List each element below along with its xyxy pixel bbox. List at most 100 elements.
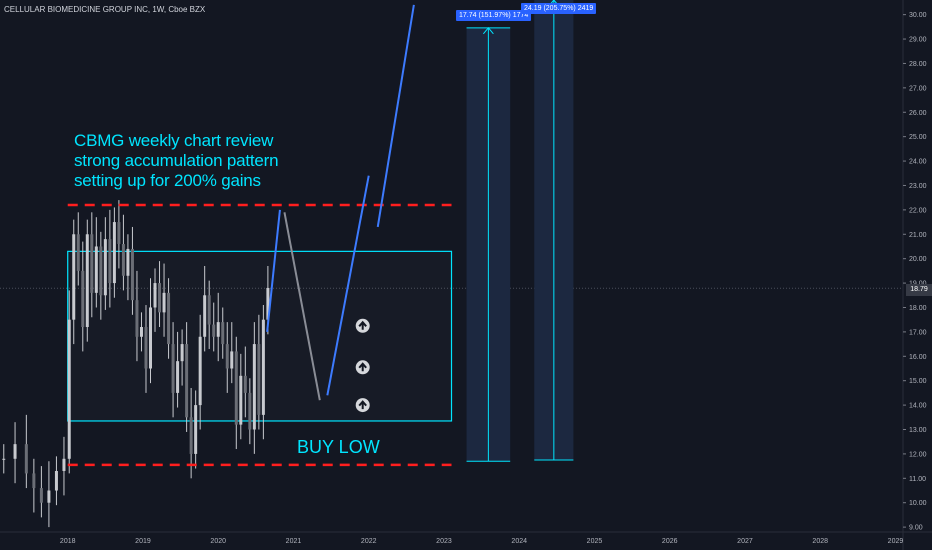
last-price-tag: 18.79 xyxy=(906,284,932,296)
x-tick-label: 2025 xyxy=(587,538,603,545)
candle-body xyxy=(266,287,270,320)
x-tick-label: 2020 xyxy=(210,538,226,545)
candle-body xyxy=(158,283,162,313)
y-tick-label: 20.00 xyxy=(909,256,927,263)
projection-line-up-1 xyxy=(266,209,281,332)
projection-line-up-3 xyxy=(376,4,415,228)
candle-body xyxy=(81,270,85,328)
measure-label-2: 24.19 (205.75%) 2419 xyxy=(521,3,597,14)
candle-body xyxy=(221,322,225,345)
candle-body xyxy=(32,473,36,489)
candle-body xyxy=(239,375,243,425)
y-tick-label: 29.00 xyxy=(909,37,927,44)
candle-body xyxy=(225,344,229,369)
y-tick-label: 9.00 xyxy=(909,525,923,532)
candle-body xyxy=(171,344,175,393)
candle-body xyxy=(47,490,51,503)
y-tick-label: 14.00 xyxy=(909,403,927,410)
candle-body xyxy=(54,470,58,491)
candle-body xyxy=(99,246,103,296)
y-tick-label: 16.00 xyxy=(909,354,927,361)
projection-line-up-2 xyxy=(326,175,370,396)
annotation-line-2: strong accumulation pattern xyxy=(74,151,279,170)
candle-body xyxy=(144,327,148,369)
candle-body xyxy=(257,344,261,415)
candle-body xyxy=(121,244,125,276)
candle-body xyxy=(72,234,76,320)
chart-annotation: CBMG weekly chart review strong accumula… xyxy=(74,131,279,191)
projection-line-down xyxy=(283,212,321,401)
candle-body xyxy=(207,295,211,325)
up-arrow-glyph xyxy=(358,400,367,410)
x-tick-label: 2024 xyxy=(511,538,527,545)
y-tick-label: 30.00 xyxy=(909,12,927,19)
candle-body xyxy=(261,319,265,415)
candle-body xyxy=(185,344,189,418)
x-tick-label: 2026 xyxy=(662,538,678,545)
annotation-line-1: CBMG weekly chart review xyxy=(74,131,274,150)
x-tick-label: 2021 xyxy=(286,538,302,545)
candle-body xyxy=(194,405,198,454)
y-tick-label: 24.00 xyxy=(909,159,927,166)
candle-body xyxy=(139,327,143,337)
candle-body xyxy=(13,444,17,459)
y-tick-label: 13.00 xyxy=(909,427,927,434)
y-tick-label: 22.00 xyxy=(909,207,927,214)
y-tick-label: 10.00 xyxy=(909,500,927,507)
candle-body xyxy=(153,283,157,308)
candle-body xyxy=(103,239,107,296)
candle-body xyxy=(126,248,130,276)
y-tick-label: 17.00 xyxy=(909,329,927,336)
y-tick-label: 12.00 xyxy=(909,451,927,458)
candle-body xyxy=(149,307,152,369)
candle-body xyxy=(94,246,98,293)
candle-body xyxy=(112,222,116,284)
x-tick-label: 2029 xyxy=(888,538,904,545)
buy-low-label: BUY LOW xyxy=(297,437,380,457)
x-tick-label: 2028 xyxy=(812,538,828,545)
candle-body xyxy=(108,239,112,284)
x-tick-label: 2023 xyxy=(436,538,452,545)
y-tick-label: 15.00 xyxy=(909,378,927,385)
candle-body xyxy=(2,458,6,460)
candle-body xyxy=(67,319,71,459)
candle-body xyxy=(130,248,134,301)
y-tick-label: 11.00 xyxy=(909,476,926,483)
measure-arrow-head xyxy=(482,27,494,35)
y-tick-label: 28.00 xyxy=(909,61,927,68)
measure-label-1: 17.74 (151.97%) 1774 xyxy=(456,10,532,21)
candle-body xyxy=(248,392,252,430)
candle-body xyxy=(203,295,207,337)
price-axis-panel xyxy=(903,0,932,550)
x-tick-label: 2027 xyxy=(737,538,753,545)
candle-body xyxy=(176,361,180,393)
candle-body xyxy=(162,292,166,313)
candle-body xyxy=(39,488,43,503)
candle-body xyxy=(167,292,171,345)
x-tick-label: 2019 xyxy=(135,538,151,545)
annotation-line-3: setting up for 200% gains xyxy=(74,171,261,190)
y-tick-label: 18.00 xyxy=(909,305,927,312)
candle-body xyxy=(198,336,202,406)
candle-body xyxy=(90,234,94,293)
y-tick-label: 23.00 xyxy=(909,183,927,190)
accumulation-box xyxy=(67,250,453,422)
candle-body xyxy=(189,417,193,454)
x-tick-label: 2022 xyxy=(361,538,377,545)
candle-body xyxy=(216,322,220,337)
chart-title: CELLULAR BIOMEDICINE GROUP INC, 1W, Cboe… xyxy=(4,5,206,14)
candle-body xyxy=(180,344,184,362)
candle-body xyxy=(117,222,121,245)
y-tick-label: 21.00 xyxy=(909,232,927,239)
y-tick-label: 25.00 xyxy=(909,134,927,141)
y-tick-label: 27.00 xyxy=(909,85,927,92)
candle-body xyxy=(234,351,238,425)
x-tick-label: 2018 xyxy=(60,538,76,545)
candle-body xyxy=(135,300,139,337)
candle-body xyxy=(76,234,80,271)
candle-body xyxy=(62,458,66,471)
candle-body xyxy=(243,375,247,393)
candle-body xyxy=(252,344,256,430)
candle-body xyxy=(24,444,28,474)
